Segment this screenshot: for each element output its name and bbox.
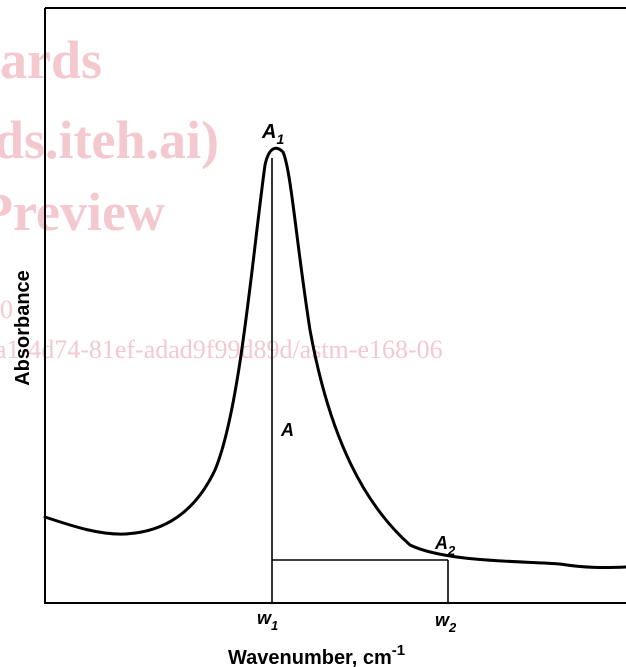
x-axis-title: Wavenumber, cm-1 <box>228 642 405 667</box>
peak-label: A1 <box>261 121 284 147</box>
construction-lines <box>271 158 449 603</box>
watermark: dards rds.iteh.ai) Preview 0 a1-4d74-81e… <box>0 30 443 364</box>
w1-tick-label: w1 <box>257 608 278 633</box>
axis-frame <box>44 8 626 604</box>
watermark-line-3: Preview <box>0 182 165 242</box>
watermark-line-5: a1-4d74-81ef-adad9f99d89d/astm-e168-06 <box>0 335 443 364</box>
absorbance-curve <box>43 146 626 570</box>
watermark-line-2: rds.iteh.ai) <box>0 110 219 170</box>
w2-tick-label: w2 <box>435 610 457 635</box>
baseline-label: A2 <box>434 533 456 558</box>
watermark-line-4: 0 <box>0 295 13 324</box>
watermark-line-1: dards <box>0 30 102 90</box>
axes <box>44 7 626 604</box>
y-axis-title: Absorbance <box>12 270 34 386</box>
height-label: A <box>280 420 294 440</box>
